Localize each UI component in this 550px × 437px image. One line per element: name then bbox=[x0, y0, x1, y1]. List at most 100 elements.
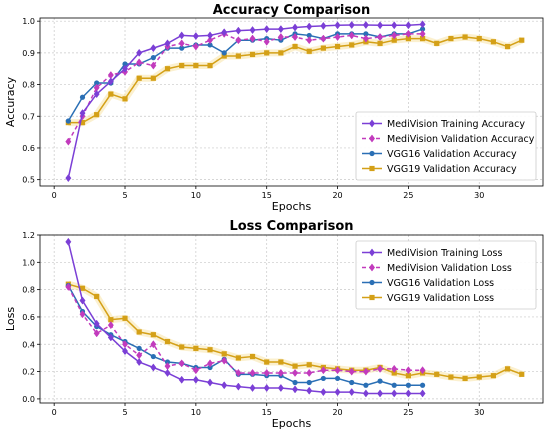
chart-1: Loss Comparison 0 5 10 15 20 25 30 0.0 0.2 0.4 0.6 0… bbox=[4, 219, 544, 430]
data-point bbox=[306, 32, 312, 39]
data-point bbox=[122, 64, 129, 73]
x-tick-label: 0 bbox=[52, 408, 57, 417]
y-tick-label: 0.8 bbox=[22, 81, 35, 90]
data-point bbox=[405, 36, 411, 42]
data-point bbox=[249, 34, 256, 43]
data-point bbox=[362, 389, 369, 398]
data-point bbox=[221, 351, 227, 357]
data-point bbox=[79, 94, 86, 100]
data-point bbox=[107, 77, 114, 86]
data-point bbox=[419, 36, 426, 42]
series-1 bbox=[65, 282, 426, 377]
x-tick-label: 5 bbox=[122, 408, 127, 417]
data-point bbox=[221, 53, 227, 59]
data-point bbox=[292, 33, 299, 42]
data-point bbox=[320, 375, 326, 382]
data-point bbox=[122, 96, 128, 102]
y-tick-label: 0.6 bbox=[22, 313, 35, 322]
data-point bbox=[207, 347, 213, 353]
y-tick-label: 1.0 bbox=[22, 258, 35, 267]
series-3 bbox=[65, 280, 525, 382]
data-point bbox=[79, 109, 86, 118]
data-point bbox=[405, 366, 412, 375]
data-point bbox=[292, 368, 299, 377]
data-point bbox=[221, 356, 228, 365]
chart-title: Accuracy Comparison bbox=[213, 3, 371, 18]
data-point bbox=[476, 374, 482, 380]
data-point bbox=[334, 33, 341, 42]
data-point bbox=[164, 368, 171, 377]
data-point bbox=[65, 282, 72, 291]
data-point bbox=[349, 379, 355, 386]
data-point bbox=[519, 37, 525, 43]
data-point bbox=[207, 36, 214, 45]
data-point bbox=[164, 39, 171, 48]
data-point bbox=[192, 32, 199, 41]
data-point bbox=[476, 36, 482, 42]
data-point bbox=[277, 383, 284, 392]
y-tick-label: 1.2 bbox=[22, 231, 35, 240]
data-point bbox=[348, 388, 355, 397]
data-point bbox=[362, 34, 369, 43]
data-point bbox=[391, 364, 398, 373]
y-tick-label: 1.0 bbox=[22, 17, 35, 26]
y-tick-label: 0.9 bbox=[22, 49, 35, 58]
legend-label: MediVision Training Loss bbox=[387, 248, 502, 259]
data-point bbox=[377, 389, 384, 398]
y-tick-label: 0.7 bbox=[22, 112, 35, 121]
legend-swatch-marker bbox=[369, 150, 375, 157]
y-tick-label: 0.4 bbox=[22, 340, 35, 349]
data-point bbox=[235, 382, 242, 391]
data-point bbox=[193, 345, 199, 351]
x-tick-label: 15 bbox=[262, 408, 272, 417]
data-point bbox=[207, 62, 213, 69]
data-point bbox=[207, 378, 214, 387]
data-point bbox=[277, 33, 284, 42]
y-tick-label: 0.0 bbox=[22, 395, 35, 404]
data-point bbox=[136, 48, 143, 57]
data-point bbox=[405, 29, 412, 38]
legend-swatch-marker bbox=[369, 279, 375, 286]
data-point bbox=[79, 285, 86, 291]
data-point bbox=[462, 34, 468, 40]
legend-label: MediVision Training Accuracy bbox=[387, 119, 525, 130]
data-point bbox=[136, 358, 143, 367]
data-point bbox=[377, 364, 384, 373]
data-point bbox=[334, 43, 341, 50]
data-point bbox=[235, 368, 242, 377]
data-point bbox=[94, 112, 100, 118]
data-point bbox=[405, 21, 412, 30]
data-point bbox=[164, 359, 171, 365]
data-point bbox=[519, 371, 525, 377]
data-point bbox=[150, 353, 156, 360]
data-point bbox=[263, 37, 270, 46]
legend-label: VGG19 Validation Accuracy bbox=[387, 164, 517, 175]
data-point bbox=[150, 44, 157, 53]
y-tick-label: 0.5 bbox=[22, 176, 35, 185]
data-point bbox=[292, 43, 298, 50]
data-point bbox=[235, 26, 242, 35]
data-point bbox=[405, 389, 412, 398]
data-point bbox=[178, 375, 185, 384]
data-point bbox=[405, 373, 411, 379]
data-point bbox=[164, 66, 171, 72]
x-tick-label: 5 bbox=[122, 191, 127, 200]
data-point bbox=[122, 61, 128, 67]
data-point bbox=[207, 359, 214, 368]
legend-label: VGG16 Validation Accuracy bbox=[387, 149, 517, 160]
x-axis-label: Epochs bbox=[272, 200, 312, 213]
data-point bbox=[221, 28, 228, 37]
data-point bbox=[278, 359, 284, 365]
data-point bbox=[235, 36, 242, 45]
data-point bbox=[391, 389, 398, 398]
data-point bbox=[193, 62, 199, 69]
data-point bbox=[164, 338, 171, 345]
data-point bbox=[334, 375, 341, 382]
data-point bbox=[349, 42, 355, 48]
data-point bbox=[249, 51, 256, 58]
legend-label: MediVision Validation Loss bbox=[387, 263, 512, 274]
data-point bbox=[65, 174, 72, 183]
data-point bbox=[150, 340, 157, 349]
series-1 bbox=[65, 29, 426, 146]
data-point bbox=[207, 364, 213, 371]
